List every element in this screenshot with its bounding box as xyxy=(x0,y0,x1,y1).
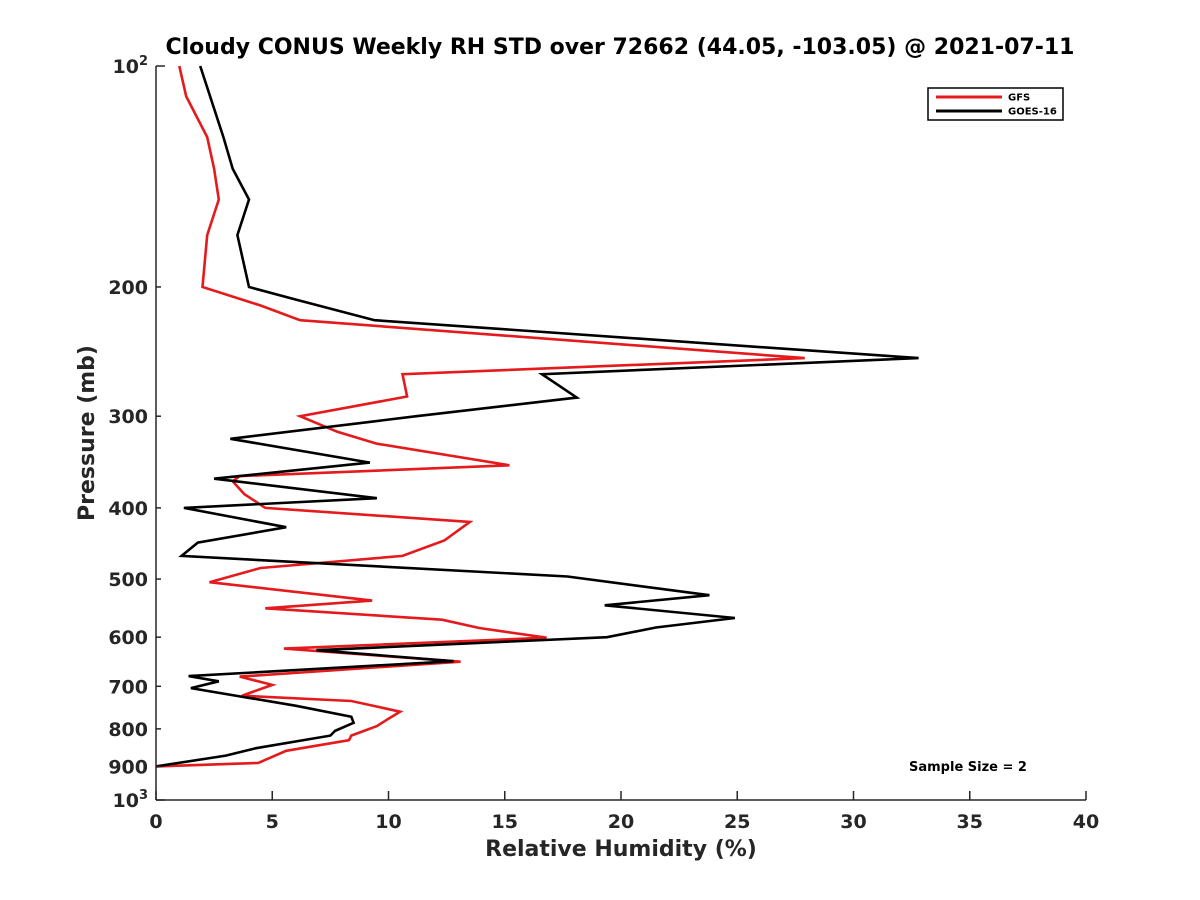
legend: GFS GOES-16 xyxy=(927,87,1064,121)
y-tick-label: 600 xyxy=(108,627,148,649)
y-tick-label: 200 xyxy=(108,277,148,299)
y-tick-label: 500 xyxy=(108,569,148,591)
legend-label-gfs: GFS xyxy=(1008,93,1030,104)
x-tick-label: 25 xyxy=(724,811,750,833)
x-tick-label: 10 xyxy=(375,811,401,833)
series-line-goes16 xyxy=(155,65,919,768)
x-tick-label: 20 xyxy=(608,811,634,833)
series-layer xyxy=(155,65,919,768)
x-tick-label: 15 xyxy=(492,811,518,833)
chart-title: Cloudy CONUS Weekly RH STD over 72662 (4… xyxy=(166,35,1075,60)
axes-layer xyxy=(155,66,1086,801)
y-tick-label: 800 xyxy=(108,719,148,741)
x-axis-label: Relative Humidity (%) xyxy=(485,837,757,862)
y-tick-label-bottom: 103 xyxy=(113,788,149,812)
x-tick-label: 35 xyxy=(957,811,983,833)
x-tick-label: 40 xyxy=(1073,811,1099,833)
series-line-gfs xyxy=(155,65,805,768)
y-tick-label-top: 102 xyxy=(113,54,149,78)
x-tick-label: 5 xyxy=(266,811,279,833)
ticks-layer: 0 5 10 15 20 25 30 35 40 200 300 400 500 600 700 800 900… xyxy=(108,54,1099,833)
x-tick-label: 0 xyxy=(149,811,162,833)
y-tick-label: 400 xyxy=(108,498,148,520)
sample-size-annotation: Sample Size = 2 xyxy=(909,760,1027,775)
y-tick-label: 700 xyxy=(108,676,148,698)
y-tick-label: 300 xyxy=(108,406,148,428)
y-axis-label: Pressure (mb) xyxy=(75,345,100,521)
legend-box xyxy=(927,87,1064,121)
y-tick-label: 900 xyxy=(108,756,148,778)
x-tick-label: 30 xyxy=(840,811,866,833)
legend-label-goes16: GOES-16 xyxy=(1008,107,1057,118)
